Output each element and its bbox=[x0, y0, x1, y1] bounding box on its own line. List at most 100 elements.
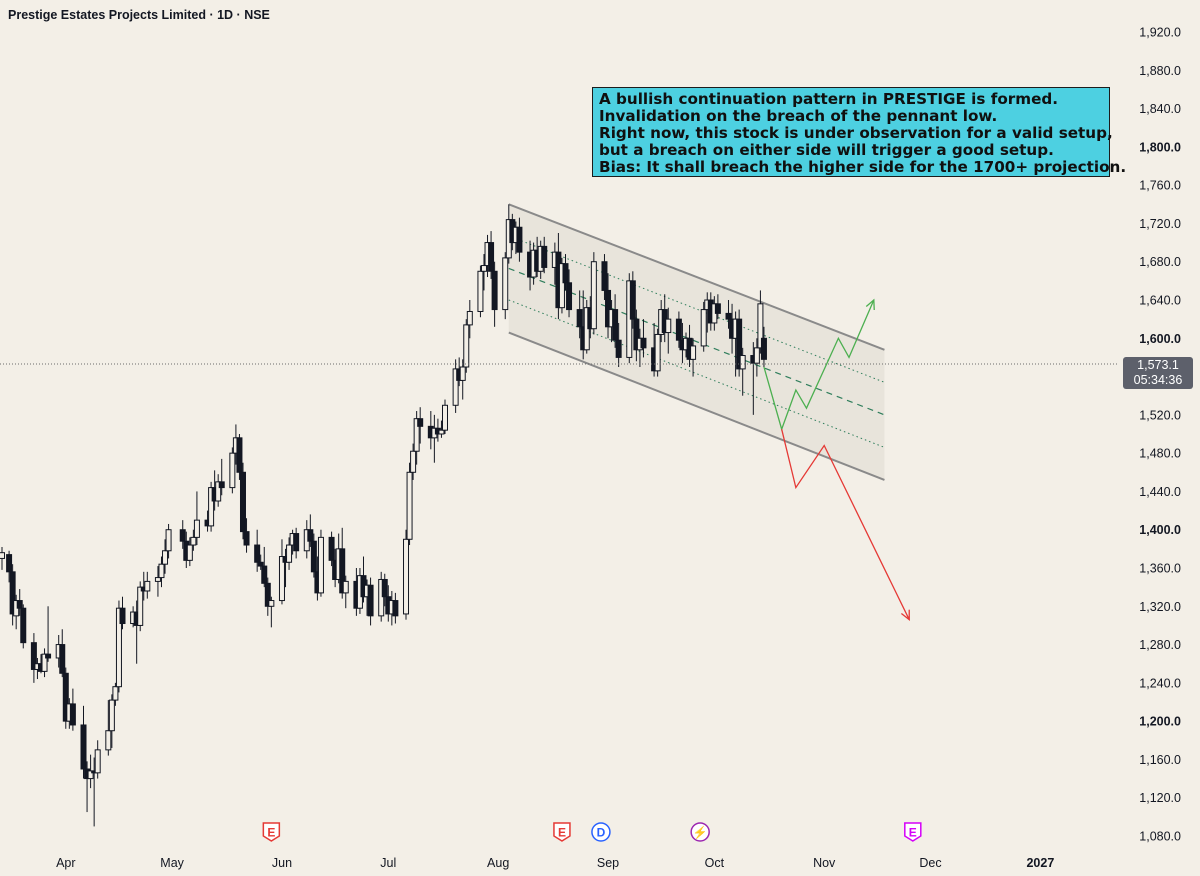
candle bbox=[264, 577, 271, 616]
bull-projection-path-arrowhead bbox=[865, 298, 875, 311]
candle bbox=[502, 252, 509, 320]
candle-body bbox=[80, 724, 87, 770]
x-axis-tick-label: Sep bbox=[597, 856, 619, 870]
y-axis-tick-label: 1,400.0 bbox=[1139, 523, 1181, 537]
candle-body bbox=[30, 642, 37, 670]
candle bbox=[491, 261, 498, 327]
candle-body bbox=[45, 653, 52, 659]
candle-body bbox=[69, 703, 76, 726]
candle-body bbox=[541, 245, 548, 268]
x-axis-tick-label: Aug bbox=[487, 856, 509, 870]
candle bbox=[261, 546, 268, 588]
annotation-line: A bullish continuation pattern in PRESTI… bbox=[599, 90, 1059, 108]
candle bbox=[115, 600, 122, 693]
candle-body bbox=[165, 529, 172, 552]
channel-lower-line bbox=[508, 331, 885, 481]
candle bbox=[590, 252, 597, 335]
candle bbox=[736, 309, 743, 377]
candle-body bbox=[144, 580, 151, 592]
candle-body bbox=[186, 544, 193, 561]
candle-body bbox=[243, 531, 250, 546]
candle-body bbox=[615, 339, 622, 358]
candle bbox=[339, 527, 346, 599]
candle bbox=[190, 529, 197, 551]
x-axis-tick-label: 2027 bbox=[1026, 856, 1054, 870]
candle-body bbox=[757, 303, 764, 349]
candle bbox=[239, 462, 246, 540]
y-axis-tick-label: 1,720.0 bbox=[1139, 217, 1181, 231]
x-axis-tick-label: Nov bbox=[813, 856, 836, 870]
candle-body bbox=[239, 471, 246, 533]
candle-body bbox=[576, 309, 583, 328]
candle bbox=[105, 700, 112, 756]
candle bbox=[6, 550, 13, 583]
candle bbox=[342, 575, 349, 609]
candle-body bbox=[208, 487, 215, 527]
candle-body bbox=[714, 303, 721, 314]
candle-body bbox=[317, 536, 324, 594]
events-layer: E E D ⚡ E bbox=[262, 822, 922, 842]
candle bbox=[112, 682, 119, 706]
last-price-value: 1,573.1 bbox=[1137, 358, 1179, 372]
candle-body bbox=[310, 540, 317, 573]
candle-body bbox=[491, 270, 498, 311]
candle bbox=[633, 309, 640, 362]
candle bbox=[612, 294, 619, 348]
annotation-line: Right now, this stock is under observati… bbox=[599, 124, 1113, 142]
candle-body bbox=[665, 318, 672, 334]
candle bbox=[562, 254, 569, 291]
candle bbox=[714, 294, 721, 320]
candle bbox=[208, 481, 215, 532]
candle-body bbox=[293, 533, 300, 552]
candle bbox=[760, 326, 767, 367]
candle-body bbox=[410, 450, 417, 473]
candle-body bbox=[739, 355, 746, 370]
candle bbox=[413, 411, 420, 465]
candle-body bbox=[218, 481, 225, 489]
y-axis-tick-label: 1,600.0 bbox=[1139, 332, 1181, 346]
candle bbox=[459, 359, 466, 400]
annotation-line: Bias: It shall breach the higher side fo… bbox=[599, 158, 1127, 176]
y-axis-tick-label: 1,640.0 bbox=[1139, 294, 1181, 308]
candle-body bbox=[640, 337, 647, 349]
candle bbox=[438, 420, 445, 438]
candle bbox=[739, 347, 746, 396]
candle-body bbox=[190, 536, 197, 546]
candle bbox=[558, 257, 565, 314]
event-marker-label: D bbox=[597, 826, 606, 840]
candle bbox=[566, 269, 573, 318]
annotation-box[interactable]: A bullish continuation pattern in PRESTI… bbox=[592, 87, 1127, 177]
candle bbox=[108, 694, 115, 748]
candle bbox=[410, 443, 417, 480]
candle bbox=[80, 705, 87, 779]
candle bbox=[665, 307, 672, 354]
candle-body bbox=[753, 347, 760, 364]
candle-body bbox=[452, 368, 459, 406]
candle-body bbox=[342, 580, 349, 594]
candle bbox=[30, 633, 37, 683]
candle bbox=[466, 300, 473, 339]
candle bbox=[452, 359, 459, 413]
bar-countdown: 05:34:36 bbox=[1133, 373, 1183, 387]
candle-body bbox=[381, 578, 388, 598]
candle-body bbox=[760, 337, 767, 360]
candle-body bbox=[162, 550, 169, 565]
candle bbox=[215, 474, 222, 507]
candle-body bbox=[516, 226, 523, 253]
candle bbox=[84, 761, 91, 813]
candle-body bbox=[700, 309, 707, 347]
candle-body bbox=[158, 563, 165, 579]
candle-body bbox=[179, 529, 186, 542]
candle bbox=[654, 328, 661, 377]
candle-body bbox=[16, 600, 23, 609]
candle bbox=[431, 414, 438, 463]
candle-body bbox=[605, 289, 612, 328]
candle bbox=[254, 529, 261, 572]
chart-title: Prestige Estates Projects Limited · 1D ·… bbox=[8, 8, 270, 22]
candle bbox=[286, 537, 293, 570]
y-axis-tick-label: 1,800.0 bbox=[1139, 140, 1181, 154]
y-axis-tick-label: 1,840.0 bbox=[1139, 102, 1181, 116]
event-marker-label: E bbox=[909, 826, 917, 840]
